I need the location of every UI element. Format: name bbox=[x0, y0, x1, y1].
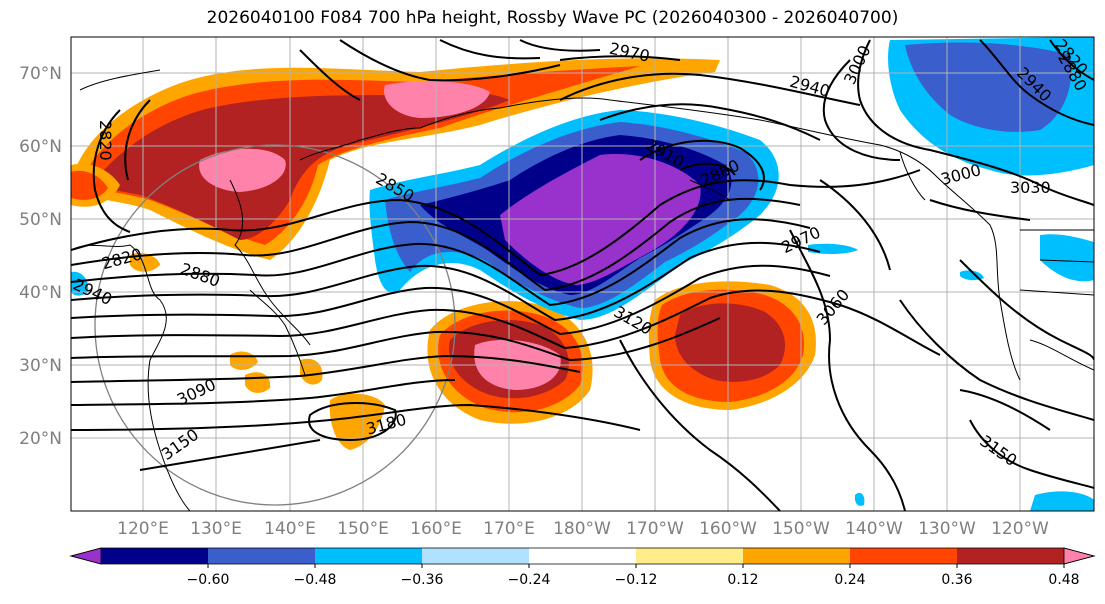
lon-label: 150°W bbox=[772, 519, 830, 539]
colorbar-extend-max bbox=[1063, 547, 1096, 565]
lon-label: 140°W bbox=[845, 519, 903, 539]
colorbar-cell bbox=[636, 548, 744, 564]
colorbar-cell bbox=[850, 548, 958, 564]
colorbar-cell bbox=[315, 548, 423, 564]
colorbar-tick-label: −0.60 bbox=[187, 572, 230, 588]
lon-label: 150°E bbox=[337, 519, 389, 539]
colorbar-ticks: −0.60 −0.48 −0.36 −0.24 −0.12 0.12 0.24 0.36 0.4… bbox=[187, 564, 1080, 588]
map-plot-area: 2820 2970 3000 2940 2880 2940 2820 2910 … bbox=[71, 37, 1094, 511]
lon-label: 120°E bbox=[117, 519, 169, 539]
colorbar-cell bbox=[743, 548, 851, 564]
colorbar: −0.60 −0.48 −0.36 −0.24 −0.12 0.12 0.24 0.36 0.4… bbox=[69, 547, 1096, 588]
lon-label: 140°E bbox=[264, 519, 316, 539]
lon-label: 120°W bbox=[991, 519, 1049, 539]
lon-label: 170°W bbox=[626, 519, 684, 539]
colorbar-cell bbox=[208, 548, 316, 564]
range-ring bbox=[94, 144, 456, 506]
map-title: 2026040100 F084 700 hPa height, Rossby W… bbox=[206, 8, 899, 28]
colorbar-cell bbox=[101, 548, 209, 564]
colorbar-tick-label: 0.12 bbox=[727, 572, 758, 588]
colorbar-frame bbox=[69, 547, 1096, 565]
colorbar-cell bbox=[529, 548, 637, 564]
colorbar-tick-label: −0.36 bbox=[401, 572, 444, 588]
colorbar-cells bbox=[69, 547, 1096, 565]
lon-label: 170°E bbox=[483, 519, 535, 539]
longitude-labels: 120°E 130°E 140°E 150°E 160°E 170°E 180°… bbox=[117, 519, 1049, 539]
lat-label: 70°N bbox=[19, 64, 62, 84]
contour-label: 3030 bbox=[1010, 178, 1051, 197]
lat-label: 50°N bbox=[19, 210, 62, 230]
colorbar-tick-label: 0.36 bbox=[941, 572, 972, 588]
lon-label: 130°E bbox=[190, 519, 242, 539]
lat-label: 30°N bbox=[19, 356, 62, 376]
lon-label: 160°E bbox=[410, 519, 462, 539]
map-frame bbox=[70, 36, 1095, 512]
colorbar-tick-label: −0.48 bbox=[294, 572, 337, 588]
lat-label: 60°N bbox=[19, 137, 62, 157]
lon-label: 180°W bbox=[553, 519, 611, 539]
colorbar-extend-min bbox=[69, 547, 102, 565]
lat-label: 40°N bbox=[19, 283, 62, 303]
colorbar-tick-label: 0.48 bbox=[1048, 572, 1079, 588]
colorbar-tick-label: −0.12 bbox=[615, 572, 658, 588]
latitude-labels: 70°N 60°N 50°N 40°N 30°N 20°N bbox=[19, 64, 62, 449]
colorbar-tick-label: −0.24 bbox=[508, 572, 551, 588]
lon-label: 130°W bbox=[918, 519, 976, 539]
colorbar-cell bbox=[422, 548, 530, 564]
lat-label: 20°N bbox=[19, 429, 62, 449]
colorbar-tick-label: 0.24 bbox=[834, 572, 865, 588]
contour-label: 2820 bbox=[96, 120, 115, 161]
lon-label: 160°W bbox=[699, 519, 757, 539]
coastlines bbox=[71, 69, 1094, 511]
height-contours bbox=[71, 39, 1094, 511]
colorbar-cell bbox=[957, 548, 1065, 564]
